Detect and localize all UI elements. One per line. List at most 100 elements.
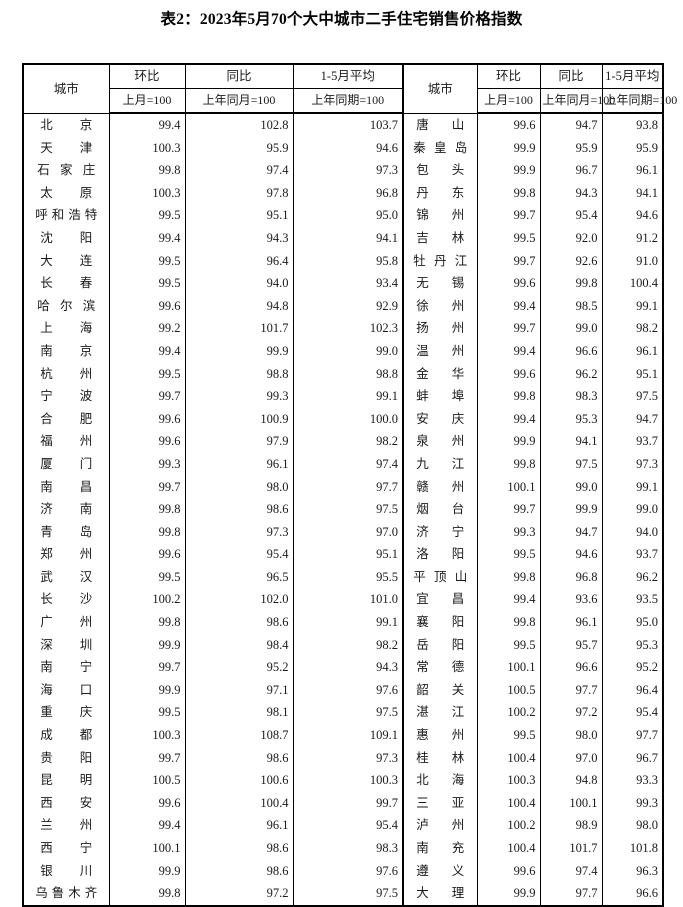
cell-avg-right: 99.0 <box>601 498 664 521</box>
cell-mom-right: 99.5 <box>476 543 541 566</box>
cell-city-right: 泸州 <box>402 814 478 837</box>
cell-mom-left: 99.9 <box>108 633 186 657</box>
cell-city-left: 福州 <box>22 430 110 453</box>
cell-avg-left: 97.3 <box>292 746 404 770</box>
cell-city-left: 深圳 <box>22 633 110 657</box>
cell-yoy-right: 98.5 <box>539 294 603 318</box>
city-name: 杭州 <box>40 366 93 381</box>
column-subheader-yoy-base-left: 上年同月=100 <box>184 88 294 114</box>
cell-city-right: 温州 <box>402 339 478 363</box>
city-name: 贵阳 <box>40 750 93 765</box>
cell-yoy-left: 94.8 <box>184 294 294 318</box>
table-row: 青岛 99.8 97.3 97.0 济宁 99.3 94.7 94.0 <box>22 520 664 544</box>
table-row: 天津 100.3 95.9 94.6 秦皇岛 99.9 95.9 95.9 <box>22 136 664 160</box>
city-name: 西安 <box>40 795 93 810</box>
column-subheader-avg-base-right: 上年同期=100 <box>601 88 677 114</box>
cell-avg-left: 95.8 <box>292 249 404 273</box>
cell-yoy-right: 95.9 <box>539 136 603 160</box>
table-row: 郑州 99.6 95.4 95.1 洛阳 99.5 94.6 93.7 <box>22 543 664 566</box>
city-name: 襄阳 <box>416 615 465 630</box>
cell-avg-right: 93.7 <box>601 543 664 566</box>
table-row: 武汉 99.5 96.5 95.5 平顶山 99.8 96.8 96.2 <box>22 565 664 589</box>
cell-yoy-right: 97.7 <box>539 678 603 702</box>
cell-city-left: 银川 <box>22 859 110 883</box>
column-header-mom-left: 环比 <box>108 63 186 89</box>
cell-yoy-left: 96.1 <box>184 814 294 837</box>
cell-yoy-left: 98.6 <box>184 859 294 883</box>
cell-avg-right: 94.1 <box>601 181 664 205</box>
cell-avg-left: 95.0 <box>292 204 404 227</box>
page-title: 表2：2023年5月70个大中城市二手住宅销售价格指数 <box>160 11 523 28</box>
cell-city-left: 广州 <box>22 611 110 634</box>
cell-avg-right: 94.6 <box>601 204 664 227</box>
table-row: 上海 99.2 101.7 102.3 扬州 99.7 99.0 98.2 <box>22 317 664 340</box>
cell-mom-right: 99.7 <box>476 317 541 340</box>
cell-avg-right: 99.3 <box>601 791 664 815</box>
cell-avg-left: 99.7 <box>292 791 404 815</box>
cell-city-left: 厦门 <box>22 452 110 476</box>
cell-avg-right: 95.0 <box>601 611 664 634</box>
cell-avg-left: 94.3 <box>292 656 404 679</box>
cell-yoy-right: 97.7 <box>539 882 603 907</box>
cell-mom-right: 99.4 <box>476 339 541 363</box>
table-row: 沈阳 99.4 94.3 94.1 吉林 99.5 92.0 91.2 <box>22 226 664 250</box>
cell-mom-right: 99.6 <box>476 113 541 137</box>
cell-yoy-left: 95.9 <box>184 136 294 160</box>
cell-mom-left: 99.5 <box>108 565 186 589</box>
cell-city-left: 济南 <box>22 498 110 521</box>
cell-city-left: 北京 <box>22 113 110 137</box>
cell-city-right: 丹东 <box>402 181 478 205</box>
city-name: 丹东 <box>416 185 465 200</box>
cell-avg-left: 95.4 <box>292 814 404 837</box>
city-name: 济南 <box>40 502 93 517</box>
city-name: 重庆 <box>40 705 93 720</box>
city-name: 烟台 <box>416 502 465 517</box>
city-name: 哈尔滨 <box>37 298 96 313</box>
cell-avg-right: 98.0 <box>601 814 664 837</box>
city-name: 赣州 <box>416 479 465 494</box>
cell-yoy-right: 95.3 <box>539 407 603 431</box>
cell-yoy-left: 98.0 <box>184 475 294 499</box>
city-name: 乌鲁木齐 <box>35 886 98 901</box>
city-name: 呼和浩特 <box>35 208 98 223</box>
cell-mom-left: 99.8 <box>108 611 186 634</box>
cell-avg-left: 98.2 <box>292 430 404 453</box>
column-header-city-left: 城市 <box>22 63 110 114</box>
table-row: 北京 99.4 102.8 103.7 唐山 99.6 94.7 93.8 <box>22 113 664 137</box>
cell-yoy-right: 99.9 <box>539 498 603 521</box>
cell-mom-left: 99.4 <box>108 339 186 363</box>
cell-city-right: 大理 <box>402 882 478 907</box>
cell-yoy-right: 95.7 <box>539 633 603 657</box>
cell-mom-left: 99.7 <box>108 656 186 679</box>
cell-yoy-right: 92.6 <box>539 249 603 273</box>
cell-avg-right: 93.3 <box>601 769 664 792</box>
cell-city-right: 牡丹江 <box>402 249 478 273</box>
table-row: 乌鲁木齐 99.8 97.2 97.5 大理 99.9 97.7 96.6 <box>22 882 664 907</box>
cell-avg-right: 96.6 <box>601 882 664 907</box>
cell-avg-left: 97.5 <box>292 882 404 907</box>
cell-city-right: 襄阳 <box>402 611 478 634</box>
cell-city-right: 安庆 <box>402 407 478 431</box>
cell-yoy-right: 97.4 <box>539 859 603 883</box>
cell-city-left: 大连 <box>22 249 110 273</box>
cell-avg-left: 99.0 <box>292 339 404 363</box>
cell-city-right: 洛阳 <box>402 543 478 566</box>
city-name: 洛阳 <box>416 547 465 562</box>
city-name: 武汉 <box>40 569 93 584</box>
cell-mom-right: 99.5 <box>476 226 541 250</box>
cell-city-left: 郑州 <box>22 543 110 566</box>
column-subheader-mom-base-left: 上月=100 <box>108 88 186 114</box>
city-name: 南宁 <box>40 660 93 675</box>
city-name: 北海 <box>416 773 465 788</box>
cell-city-left: 重庆 <box>22 701 110 725</box>
cell-mom-right: 99.8 <box>476 385 541 408</box>
cell-mom-right: 99.8 <box>476 181 541 205</box>
table-row: 重庆 99.5 98.1 97.5 湛江 100.2 97.2 95.4 <box>22 701 664 725</box>
cell-mom-right: 99.9 <box>476 430 541 453</box>
city-name: 北京 <box>40 117 93 132</box>
cell-city-left: 上海 <box>22 317 110 340</box>
table-header: 城市 环比 同比 1-5月平均 城市 环比 同比 1-5月平均 上月=100 上… <box>22 63 677 114</box>
city-name: 太原 <box>40 185 93 200</box>
cell-yoy-right: 94.1 <box>539 430 603 453</box>
cell-mom-right: 99.6 <box>476 362 541 386</box>
